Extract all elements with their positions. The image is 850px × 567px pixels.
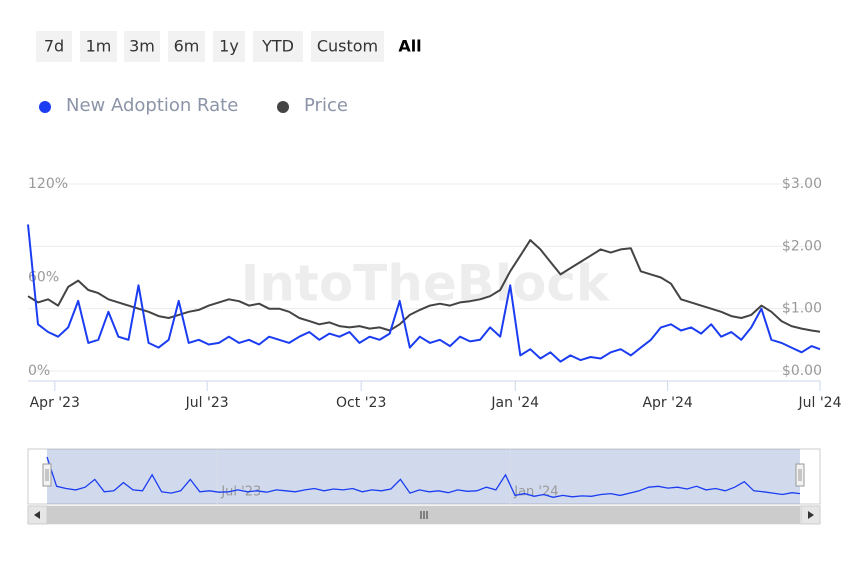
range-button-label[interactable]: 1y [219,37,239,56]
range-button-bg[interactable] [168,31,205,62]
scroll-right-arrow [808,511,814,519]
range-button-label[interactable]: 3m [129,37,155,56]
watermark: IntoTheBlock [241,255,611,313]
legend-symbol[interactable] [277,101,289,113]
range-button[interactable]: Custom [311,31,384,62]
range-button-label[interactable]: Custom [317,37,378,56]
range-button[interactable]: 1m [80,31,117,62]
navigator-frame [27,448,821,505]
navigator-handle[interactable] [42,463,52,487]
range-button[interactable]: 1y [213,31,245,62]
navigator: Jul '23 Jan '24 [27,448,821,505]
legend-label[interactable]: New Adoption Rate [66,95,238,116]
range-button-label[interactable]: 1m [86,37,112,56]
plot-area: IntoTheBlock $0.00 $1.00 $2.00 $3.00 0% 60% 120… [27,176,842,411]
y-tick-label: 60% [28,270,59,286]
range-button[interactable]: YTD [253,31,303,62]
y2-tick-label: $0.00 [782,363,822,379]
x-tick-label: Apr '23 [30,395,80,411]
legend: New Adoption Rate Price [39,95,348,116]
x-tick-label: Jul '24 [797,395,841,411]
range-button-label[interactable]: All [398,37,421,56]
scroll-grip [420,511,428,519]
x-tick-label: Jan '24 [490,395,539,411]
x-tick-label: Apr '24 [642,395,692,411]
navigator-handle-grip [798,469,802,481]
y-tick-label: 120% [28,176,68,192]
range-button-bg[interactable] [213,31,245,62]
range-button-label[interactable]: YTD [261,37,294,56]
navigator-handle[interactable] [795,463,805,487]
range-button-bg[interactable] [80,31,117,62]
series-line [27,239,821,333]
range-button-label[interactable]: 7d [44,37,64,56]
y2-tick-label: $2.00 [782,238,822,254]
scroll-left-arrow [34,511,40,519]
navigator-handle-grip [45,469,49,481]
x-tick-label: Oct '23 [336,395,386,411]
navigator-mask[interactable] [47,449,800,504]
range-button-bg[interactable] [124,31,160,62]
y-tick-label: 0% [28,363,50,379]
range-button[interactable]: All [398,37,421,56]
navigator-line [46,456,801,498]
range-button-bg[interactable] [36,31,72,62]
scrollbar[interactable] [27,505,821,525]
range-button[interactable]: 7d [36,31,72,62]
series-line [27,224,821,363]
legend-label[interactable]: Price [304,95,348,116]
range-button-bg[interactable] [253,31,303,62]
range-button[interactable]: 3m [124,31,160,62]
range-button[interactable]: 6m [168,31,205,62]
navigator-tick-label: Jul '23 [220,485,261,500]
legend-symbol[interactable] [39,101,51,113]
legend-item[interactable]: Price [277,95,348,116]
y2-tick-label: $1.00 [782,301,822,317]
range-button-label[interactable]: 6m [174,37,200,56]
x-tick-label: Jul '23 [185,395,229,411]
y2-tick-label: $3.00 [782,176,822,192]
range-button-bg[interactable] [311,31,384,62]
legend-item[interactable]: New Adoption Rate [39,95,238,116]
range-selector: 7d 1m 3m 6m 1y YTD Custom All [36,31,422,62]
